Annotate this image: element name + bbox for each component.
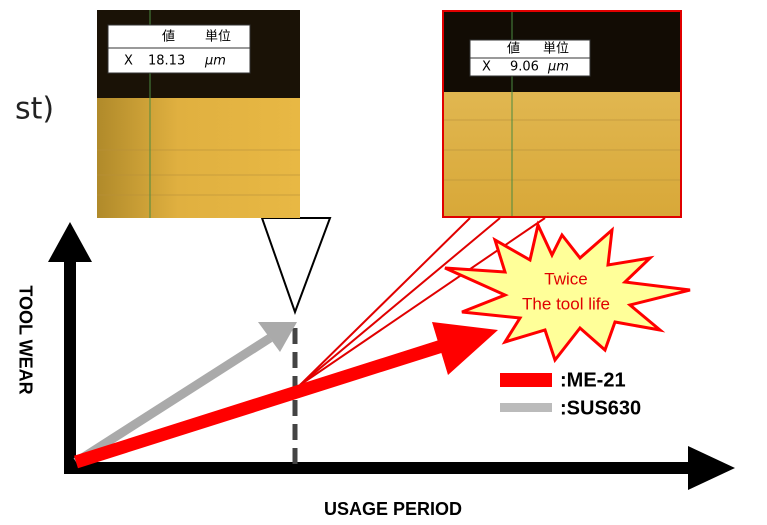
burst-text: Twice bbox=[544, 269, 587, 288]
cell: X bbox=[482, 60, 491, 75]
cell: X bbox=[124, 54, 133, 69]
y-arrow bbox=[48, 222, 92, 262]
legend-label: :ME-21 bbox=[560, 369, 626, 391]
x-label: USAGE PERIOD bbox=[324, 499, 462, 519]
header: 値 bbox=[507, 41, 520, 57]
header: 値 bbox=[162, 29, 175, 45]
legend-swatch bbox=[500, 403, 552, 412]
cell: μm bbox=[547, 60, 569, 75]
cut-text: st) bbox=[15, 92, 54, 127]
photo-2: 値 単位 X 9.06 μm bbox=[442, 10, 682, 218]
burst bbox=[444, 220, 691, 364]
me-arrow bbox=[74, 338, 447, 469]
header: 単位 bbox=[205, 29, 231, 45]
burst-text: The tool life bbox=[522, 294, 610, 313]
me-head bbox=[432, 322, 498, 375]
cell: μm bbox=[204, 54, 226, 69]
y-label: TOOL WEAR bbox=[15, 285, 35, 394]
sus-arrow bbox=[73, 334, 273, 466]
header: 単位 bbox=[543, 41, 569, 57]
cell: 18.13 bbox=[148, 54, 185, 69]
x-arrow bbox=[688, 446, 735, 490]
callout bbox=[260, 217, 332, 315]
photo-1: 値 単位 X 18.13 μm bbox=[97, 10, 300, 218]
legend-label: :SUS630 bbox=[560, 397, 641, 419]
legend-swatch bbox=[500, 373, 552, 387]
sus-head bbox=[258, 322, 297, 352]
cell: 9.06 bbox=[510, 60, 539, 75]
